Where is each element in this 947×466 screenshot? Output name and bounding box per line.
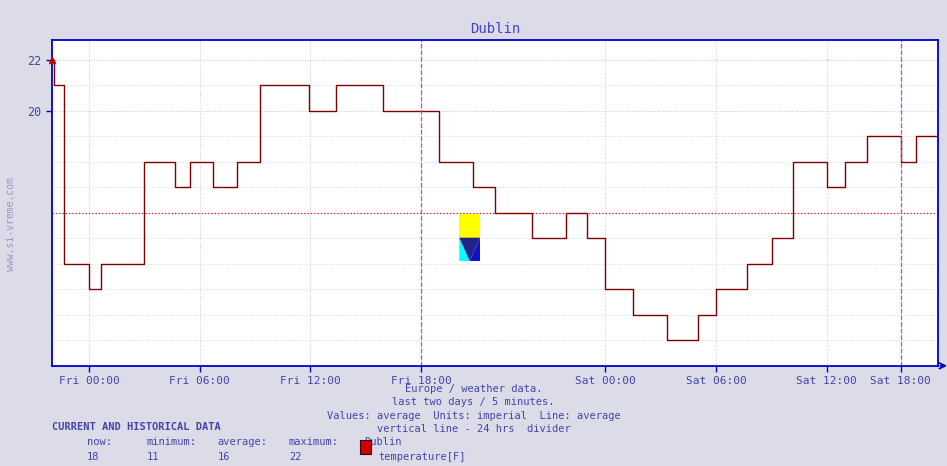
Text: 18: 18 [87, 452, 99, 462]
Text: 16: 16 [218, 452, 230, 462]
Text: maximum:: maximum: [289, 437, 339, 447]
Text: 22: 22 [289, 452, 301, 462]
Polygon shape [470, 238, 480, 261]
Text: www.si-vreme.com: www.si-vreme.com [7, 177, 16, 271]
Polygon shape [459, 214, 480, 238]
Text: minimum:: minimum: [147, 437, 197, 447]
Text: average:: average: [218, 437, 268, 447]
Text: last two days / 5 minutes.: last two days / 5 minutes. [392, 397, 555, 407]
Text: Dublin: Dublin [365, 437, 402, 447]
Text: Values: average  Units: imperial  Line: average: Values: average Units: imperial Line: av… [327, 411, 620, 420]
Text: 11: 11 [147, 452, 159, 462]
Text: CURRENT AND HISTORICAL DATA: CURRENT AND HISTORICAL DATA [52, 422, 221, 432]
Text: vertical line - 24 hrs  divider: vertical line - 24 hrs divider [377, 424, 570, 433]
Text: temperature[F]: temperature[F] [379, 452, 466, 462]
Polygon shape [459, 238, 480, 261]
Text: now:: now: [87, 437, 112, 447]
Polygon shape [459, 238, 470, 261]
Text: Europe / weather data.: Europe / weather data. [404, 384, 543, 394]
Title: Dublin: Dublin [470, 21, 520, 36]
